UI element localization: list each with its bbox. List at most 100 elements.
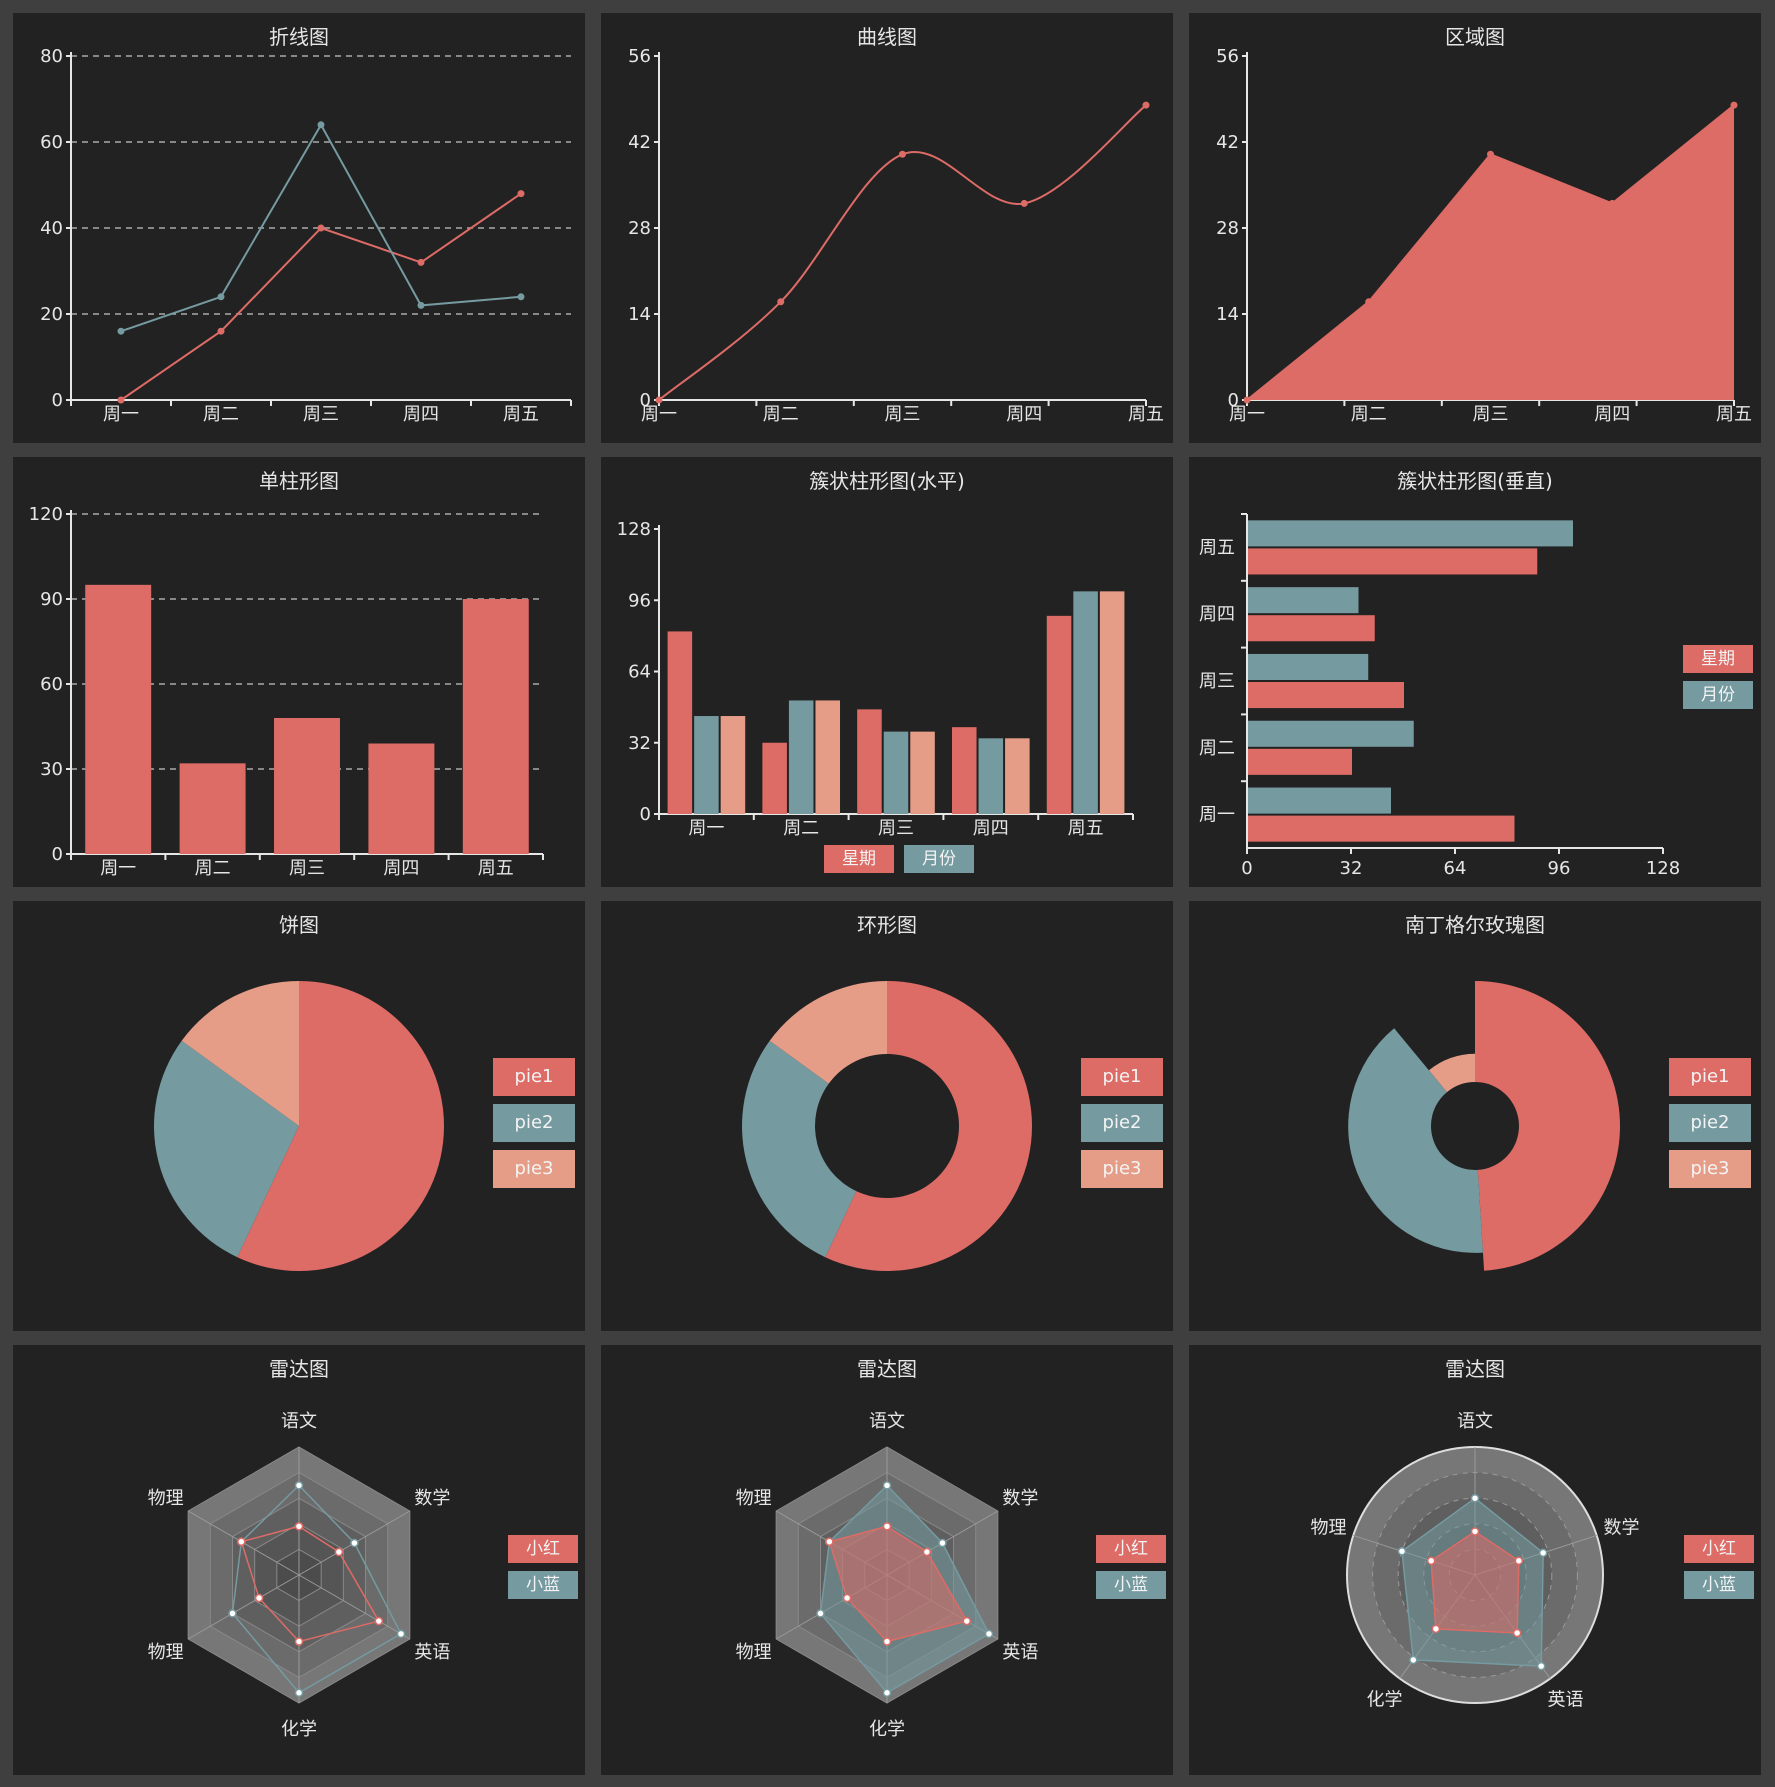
rose-slice bbox=[1475, 981, 1620, 1271]
legend-item[interactable]: pie1 bbox=[493, 1058, 575, 1096]
legend-item[interactable]: 小蓝 bbox=[508, 1571, 578, 1599]
data-point bbox=[217, 293, 225, 301]
legend-item[interactable]: pie3 bbox=[1669, 1150, 1751, 1188]
chart-canvas: 0 30 60 90 120 周一 周二 周三 周四 周五 bbox=[29, 504, 544, 879]
bar bbox=[1248, 748, 1352, 775]
bar bbox=[1248, 587, 1359, 614]
data-point bbox=[655, 396, 663, 404]
radar-point bbox=[938, 1538, 947, 1548]
bar bbox=[1248, 653, 1369, 680]
x-tick-label: 周二 bbox=[763, 404, 799, 425]
bar bbox=[179, 763, 246, 854]
radar-point bbox=[294, 1637, 304, 1646]
chart-legend[interactable]: 小红 小蓝 bbox=[1096, 1535, 1166, 1599]
radar-point bbox=[1409, 1655, 1418, 1665]
chart-canvas: 0 32 64 96 128 周一 周二 周三 周四 周五 bbox=[617, 519, 1134, 839]
legend-item[interactable]: pie1 bbox=[1669, 1058, 1751, 1096]
legend-item[interactable]: 星期 bbox=[1683, 645, 1753, 673]
chart-canvas bbox=[1348, 981, 1620, 1271]
radar-spoke bbox=[298, 1574, 411, 1640]
bar bbox=[368, 743, 435, 854]
radar-indicator-label: 物理 bbox=[1311, 1517, 1347, 1538]
legend-item[interactable]: 星期 bbox=[824, 845, 894, 873]
chart-panel-line: 折线图 0 20 40 60 80 周一 周二 周三 周四 周五 bbox=[13, 13, 585, 443]
radar-point bbox=[294, 1481, 304, 1490]
x-tick-label: 0 bbox=[1241, 858, 1252, 879]
chart-title: 环形图 bbox=[857, 913, 917, 937]
chart-title: 簇状柱形图(水平) bbox=[809, 469, 965, 493]
x-tick-label: 32 bbox=[1340, 858, 1363, 879]
chart-legend[interactable]: 星期 月份 bbox=[1683, 645, 1753, 709]
radar-point bbox=[882, 1688, 892, 1698]
data-point bbox=[417, 258, 425, 266]
radar-point bbox=[842, 1593, 852, 1603]
data-point bbox=[1243, 396, 1251, 404]
radar-point bbox=[1431, 1624, 1441, 1634]
x-tick-label: 周二 bbox=[203, 404, 239, 425]
legend-item[interactable]: 小蓝 bbox=[1096, 1571, 1166, 1599]
chart-panel-radar3: 雷达图 语文 数学 英语 化学 物理 小红 小蓝 bbox=[1189, 1345, 1761, 1775]
x-tick-label: 周三 bbox=[303, 404, 339, 425]
chart-panel-radar2: 雷达图 语文 数学 英语 化学 物理 物理 小红 小蓝 bbox=[601, 1345, 1173, 1775]
y-tick-label: 28 bbox=[1216, 218, 1239, 239]
legend-item[interactable]: pie3 bbox=[493, 1150, 575, 1188]
bar bbox=[857, 709, 882, 814]
radar-point bbox=[962, 1616, 972, 1626]
legend-item[interactable]: 月份 bbox=[1683, 681, 1753, 709]
chart-legend[interactable]: pie1 pie2 pie3 bbox=[1081, 1058, 1163, 1188]
bar bbox=[788, 700, 814, 814]
data-point bbox=[1142, 101, 1150, 109]
radar-point bbox=[1426, 1556, 1436, 1566]
x-tick-label: 64 bbox=[1444, 858, 1467, 879]
chart-panel-cluster-h: 簇状柱形图(水平) 0 32 64 96 128 周一 周二 周三 周四 周五星期 月份 bbox=[601, 457, 1173, 887]
legend-item[interactable]: 小红 bbox=[1096, 1535, 1166, 1563]
pie-slice bbox=[769, 981, 887, 1084]
radar-indicator-label: 物理 bbox=[736, 1642, 772, 1663]
legend-item[interactable]: pie2 bbox=[493, 1104, 575, 1142]
radar-point bbox=[1397, 1547, 1407, 1556]
chart-legend[interactable]: 小红 小蓝 bbox=[508, 1535, 578, 1599]
y-tick-label: 80 bbox=[40, 46, 63, 67]
legend-item[interactable]: pie1 bbox=[1081, 1058, 1163, 1096]
legend-item[interactable]: pie2 bbox=[1669, 1104, 1751, 1142]
bar bbox=[274, 718, 340, 854]
chart-legend[interactable]: 小红 小蓝 bbox=[1684, 1535, 1754, 1599]
data-point bbox=[217, 327, 225, 335]
bar bbox=[883, 731, 909, 814]
radar-indicator-label: 英语 bbox=[414, 1642, 450, 1663]
radar-point bbox=[882, 1481, 892, 1490]
chart-canvas: 0 14 28 42 56 周一 周二 周三 周四 周五 bbox=[628, 46, 1164, 425]
y-tick-label: 42 bbox=[628, 132, 651, 153]
chart-legend[interactable]: 星期 月份 bbox=[824, 845, 974, 873]
chart-canvas: 0 32 64 96 128 周一 周二 周三 周四 周五 bbox=[1199, 513, 1680, 879]
legend-item[interactable]: pie3 bbox=[1081, 1150, 1163, 1188]
legend-item[interactable]: pie2 bbox=[1081, 1104, 1163, 1142]
chart-title: 曲线图 bbox=[857, 25, 917, 49]
x-tick-label: 周二 bbox=[1351, 404, 1387, 425]
radar-point bbox=[1470, 1493, 1480, 1503]
legend-item[interactable]: 小蓝 bbox=[1684, 1571, 1754, 1599]
legend-item[interactable]: 小红 bbox=[1684, 1535, 1754, 1563]
radar-point bbox=[1536, 1661, 1546, 1671]
legend-item[interactable]: 小红 bbox=[508, 1535, 578, 1563]
x-tick-label: 周三 bbox=[1473, 404, 1509, 425]
y-tick-label: 0 bbox=[52, 844, 63, 865]
radar-point bbox=[1538, 1548, 1548, 1558]
y-tick-label: 14 bbox=[1216, 304, 1239, 325]
legend-item[interactable]: 月份 bbox=[904, 845, 974, 873]
chart-title: 雷达图 bbox=[1445, 1357, 1505, 1381]
radar-point bbox=[816, 1609, 825, 1618]
chart-legend[interactable]: pie1 pie2 pie3 bbox=[1669, 1058, 1751, 1188]
y-tick-label: 周三 bbox=[1199, 671, 1235, 692]
radar-indicator-label: 英语 bbox=[1002, 1642, 1038, 1663]
bar bbox=[85, 584, 152, 854]
y-tick-label: 120 bbox=[29, 504, 63, 525]
bar bbox=[762, 742, 787, 814]
data-point bbox=[1365, 298, 1373, 306]
chart-title: 雷达图 bbox=[269, 1357, 329, 1381]
chart-title: 南丁格尔玫瑰图 bbox=[1405, 913, 1545, 937]
chart-legend[interactable]: pie1 pie2 pie3 bbox=[493, 1058, 575, 1188]
x-tick-label: 周四 bbox=[1594, 404, 1630, 425]
